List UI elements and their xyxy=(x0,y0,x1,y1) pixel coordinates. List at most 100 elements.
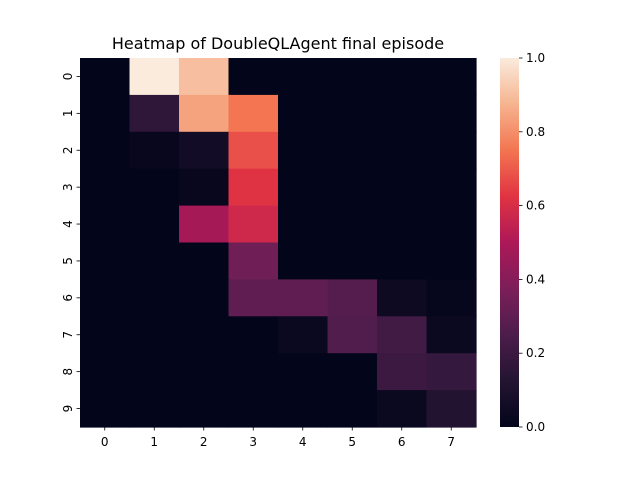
y-tick-label: 9 xyxy=(61,405,75,413)
heatmap-cell-r6-c5 xyxy=(327,279,378,317)
y-tick-label: 6 xyxy=(61,294,75,302)
y-tick-label: 4 xyxy=(61,220,75,228)
heatmap-cell-r8-c4 xyxy=(278,353,329,391)
y-tick-label: 5 xyxy=(61,257,75,265)
y-tick-label: 0 xyxy=(61,73,75,81)
y-tick-label: 7 xyxy=(61,331,75,339)
colorbar xyxy=(500,58,519,427)
heatmap-cell-r5-c7 xyxy=(426,242,477,280)
colorbar-tick-label: 0.0 xyxy=(526,420,545,434)
heatmap-cell-r5-c5 xyxy=(327,242,378,280)
heatmap-cell-r3-c4 xyxy=(278,168,329,207)
heatmap-cell-r6-c4 xyxy=(278,279,329,317)
heatmap-cell-r2-c6 xyxy=(377,131,428,170)
heatmap-cell-r4-c6 xyxy=(377,205,428,244)
heatmap-cell-r8-c6 xyxy=(377,353,428,391)
heatmap-cell-r4-c4 xyxy=(278,205,329,244)
heatmap-cell-r7-c1 xyxy=(129,316,180,354)
heatmap-cell-r8-c2 xyxy=(179,353,230,391)
heatmap-cell-r3-c3 xyxy=(228,168,279,207)
heatmap-cell-r7-c5 xyxy=(327,316,378,354)
heatmap-cell-r9-c3 xyxy=(228,390,279,428)
heatmap-cell-r5-c4 xyxy=(278,242,329,280)
heatmap-cell-r9-c7 xyxy=(426,390,477,428)
x-tick-label: 4 xyxy=(299,435,307,449)
heatmap-cell-r2-c1 xyxy=(129,131,180,170)
heatmap-cell-r2-c5 xyxy=(327,131,378,170)
heatmap-cell-r4-c0 xyxy=(80,205,131,244)
heatmap-cell-r0-c5 xyxy=(327,58,378,96)
heatmap-cell-r5-c3 xyxy=(228,242,279,280)
heatmap-cell-r2-c7 xyxy=(426,131,477,170)
heatmap-cell-r4-c7 xyxy=(426,205,477,244)
heatmap-cell-r2-c3 xyxy=(228,131,279,170)
y-tick-label: 8 xyxy=(61,368,75,376)
heatmap-cell-r1-c0 xyxy=(80,94,131,133)
heatmap-cell-r3-c0 xyxy=(80,168,131,207)
heatmap-cell-r5-c2 xyxy=(179,242,230,280)
heatmap-cell-r0-c1 xyxy=(129,58,180,96)
heatmap-cell-r1-c7 xyxy=(426,94,477,133)
heatmap-cell-r0-c2 xyxy=(179,58,230,96)
heatmap-cell-r3-c5 xyxy=(327,168,378,207)
heatmap-cell-r1-c3 xyxy=(228,94,279,133)
x-tick-label: 3 xyxy=(249,435,257,449)
heatmap-cell-r9-c4 xyxy=(278,390,329,428)
heatmap-cell-r0-c3 xyxy=(228,58,279,96)
heatmap-cell-r6-c7 xyxy=(426,279,477,317)
heatmap-cells xyxy=(80,58,477,428)
heatmap-cell-r6-c0 xyxy=(80,279,131,317)
heatmap-cell-r5-c1 xyxy=(129,242,180,280)
heatmap-cell-r7-c6 xyxy=(377,316,428,354)
y-axis: 0 1 2 3 4 5 6 7 8 9 xyxy=(61,73,80,413)
colorbar-axis: 0.0 0.2 0.4 0.6 0.8 1.0 xyxy=(519,51,545,434)
heatmap-cell-r4-c2 xyxy=(179,205,230,244)
heatmap-cell-r4-c5 xyxy=(327,205,378,244)
heatmap-cell-r1-c5 xyxy=(327,94,378,133)
x-axis: 0 1 2 3 4 5 6 7 xyxy=(101,427,455,449)
colorbar-tick-label: 0.4 xyxy=(526,272,545,286)
heatmap-cell-r8-c7 xyxy=(426,353,477,391)
colorbar-tick-label: 0.2 xyxy=(526,346,545,360)
heatmap-cell-r1-c1 xyxy=(129,94,180,133)
heatmap-cell-r1-c2 xyxy=(179,94,230,133)
heatmap-cell-r7-c0 xyxy=(80,316,131,354)
heatmap-cell-r3-c1 xyxy=(129,168,180,207)
heatmap-cell-r3-c7 xyxy=(426,168,477,207)
heatmap-cell-r6-c6 xyxy=(377,279,428,317)
heatmap-cell-r1-c4 xyxy=(278,94,329,133)
heatmap-cell-r2-c0 xyxy=(80,131,131,170)
heatmap-cell-r4-c3 xyxy=(228,205,279,244)
heatmap-cell-r0-c7 xyxy=(426,58,477,96)
heatmap-cell-r8-c5 xyxy=(327,353,378,391)
heatmap-cell-r0-c6 xyxy=(377,58,428,96)
heatmap-cell-r6-c3 xyxy=(228,279,279,317)
heatmap-cell-r7-c3 xyxy=(228,316,279,354)
x-tick-label: 2 xyxy=(200,435,208,449)
heatmap-cell-r8-c3 xyxy=(228,353,279,391)
x-tick-label: 5 xyxy=(348,435,356,449)
x-tick-label: 7 xyxy=(447,435,455,449)
y-tick-label: 2 xyxy=(61,146,75,154)
heatmap-cell-r9-c5 xyxy=(327,390,378,428)
heatmap-cell-r9-c6 xyxy=(377,390,428,428)
heatmap-cell-r9-c0 xyxy=(80,390,131,428)
heatmap-cell-r6-c1 xyxy=(129,279,180,317)
y-tick-label: 3 xyxy=(61,183,75,191)
heatmap-cell-r3-c6 xyxy=(377,168,428,207)
heatmap-cell-r5-c6 xyxy=(377,242,428,280)
heatmap-cell-r5-c0 xyxy=(80,242,131,280)
x-tick-label: 6 xyxy=(398,435,406,449)
chart-title: Heatmap of DoubleQLAgent final episode xyxy=(112,34,444,53)
heatmap-cell-r6-c2 xyxy=(179,279,230,317)
colorbar-tick-label: 1.0 xyxy=(526,51,545,65)
heatmap-cell-r9-c1 xyxy=(129,390,180,428)
heatmap-cell-r0-c4 xyxy=(278,58,329,96)
heatmap-cell-r7-c4 xyxy=(278,316,329,354)
colorbar-tick-label: 0.8 xyxy=(526,125,545,139)
heatmap-cell-r7-c7 xyxy=(426,316,477,354)
heatmap-cell-r9-c2 xyxy=(179,390,230,428)
heatmap-cell-r2-c4 xyxy=(278,131,329,170)
